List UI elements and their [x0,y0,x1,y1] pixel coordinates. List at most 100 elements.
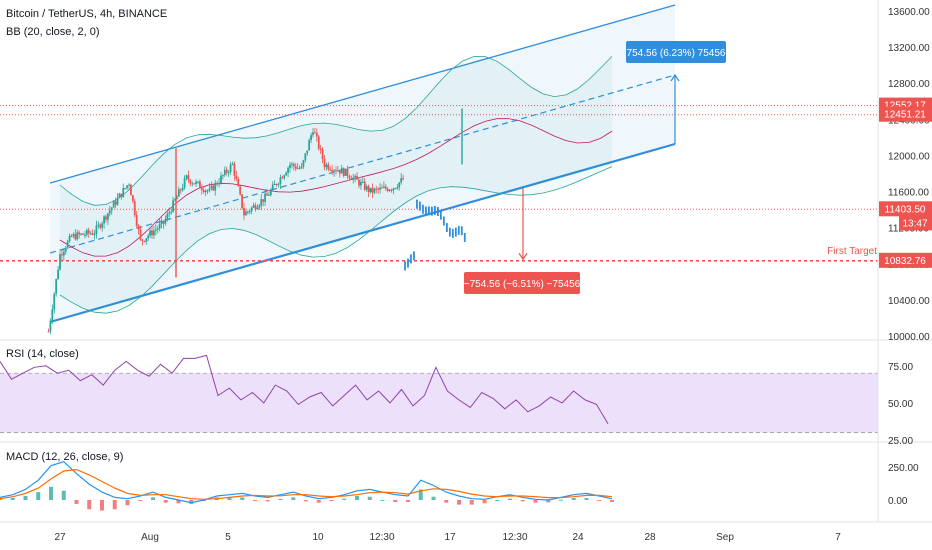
candle-body [122,188,125,197]
candle-body [114,201,117,205]
price-tick-label: 12000.00 [888,151,930,162]
candle-body [149,230,151,236]
time-tick-label: 28 [644,532,656,543]
macd-histogram-bar [227,497,232,500]
macd-histogram-bar [291,497,296,500]
macd-histogram-bar [87,500,92,510]
macd-histogram-bar [316,500,321,503]
candle-body [218,183,220,185]
macd-histogram-bar [610,500,614,502]
candle-body [350,178,353,180]
candle-body [176,196,178,200]
time-tick-label: 7 [835,532,841,543]
macd-pane [0,461,614,511]
candle-body [352,177,355,180]
candle-body [333,170,335,172]
macd-histogram-bar [431,496,436,500]
macd-histogram-bar [304,500,308,502]
channel-mid-line [49,74,676,254]
candle-body [264,193,266,202]
candle-body [319,148,322,150]
up-measure-arrow [670,73,680,82]
candle-body [53,293,56,310]
candle-body [193,183,196,185]
macd-histogram-bar [163,500,168,503]
candle-body [296,167,299,169]
candle-body [233,163,236,176]
candle-body [130,184,132,196]
candle-body [220,175,222,184]
candle-body [229,164,232,173]
candle-body [338,170,341,174]
candle-body [118,193,121,198]
candle-body [59,254,61,270]
candle-body [202,190,205,192]
candle-body [166,213,169,219]
price-tick-label: 10000.00 [888,332,930,343]
candle-body [340,168,343,174]
candle-body [321,149,324,160]
candle-body [181,187,184,191]
candle-body [287,167,289,173]
rsi-tick-label: 25.00 [888,436,913,447]
time-tick-label: 24 [572,532,584,543]
candle-body [82,233,84,235]
first-target-label: First Target [827,246,877,257]
candle-body [227,172,230,174]
candle-body [258,205,261,208]
macd-indicator-label[interactable]: MACD (12, 26, close, 9) [6,451,124,463]
candle-body [369,187,372,193]
candle-body [273,184,276,186]
bollinger-band-fill [60,56,612,314]
bb-indicator-label[interactable]: BB (20, close, 2, 0) [6,26,100,38]
price-tag: 11403.50 [879,201,932,217]
candle-body [89,233,92,235]
candle-body [344,168,347,176]
candle-body [57,269,59,280]
candle-body [394,188,397,190]
candle-body [269,189,272,195]
candle-body [342,168,345,176]
time-tick-label: Sep [716,532,734,543]
candle-body [388,189,391,192]
macd-histogram-bar [125,500,130,506]
candle-body [124,188,127,190]
up-measure-box [626,41,726,63]
rsi-indicator-label[interactable]: RSI (14, close) [6,348,79,360]
candle-body [386,188,389,192]
candle-body [97,224,100,226]
candle-body [131,195,134,202]
price-tag-box [879,106,932,122]
bollinger-upper-line [59,56,613,206]
down-measure-text: −754.56 (−6.51%) −75456 [464,279,581,290]
candle-body [99,224,102,228]
macd-histogram-bar [36,492,41,500]
candle-body [315,132,318,137]
macd-histogram-bar [23,496,28,500]
candle-body [377,188,380,190]
candle-body [112,201,115,208]
macd-histogram-bar [265,500,270,502]
price-tag-text: 13:47 [902,218,927,229]
candle-body [101,223,104,228]
time-tick-label: 5 [225,532,231,543]
candle-body [275,184,278,186]
candle-body [323,159,326,168]
candle-body [116,197,119,205]
macd-histogram-bar [469,500,474,505]
candle-body [151,230,153,236]
candle-body [64,248,67,252]
candle-body [174,199,176,201]
candle-body [137,225,140,230]
macd-histogram-bar [533,500,538,503]
candle-body [214,182,217,191]
candle-body [168,212,171,214]
candle-body [84,234,86,236]
price-tag-text: 12451.21 [884,110,926,121]
candle-body [312,132,314,136]
candle-body [143,240,146,242]
macd-histogram-bar [546,500,551,503]
candle-body [243,207,245,216]
up-measure-text: 754.56 (6.23%) 75456 [627,48,726,59]
macd-histogram-bar [406,500,410,502]
